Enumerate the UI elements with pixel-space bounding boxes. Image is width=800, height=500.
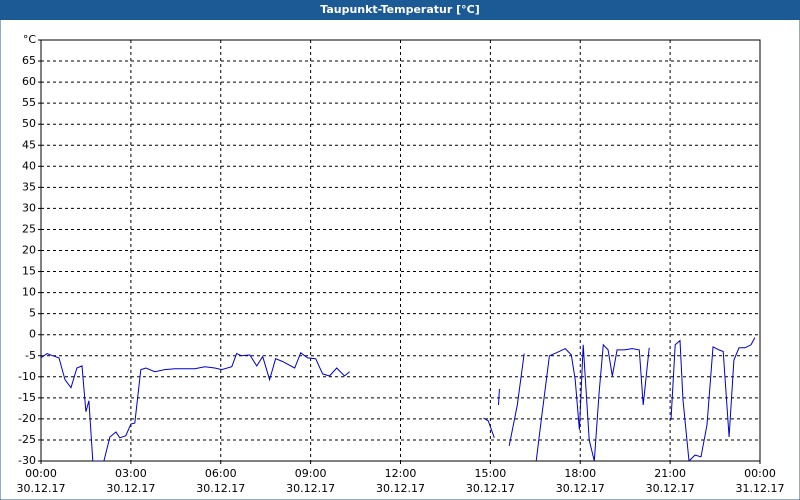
y-tick-label: -15 — [18, 391, 36, 404]
x-tick-label: 12:00 — [385, 467, 417, 480]
y-tick-label: 10 — [22, 286, 36, 299]
y-tick-label: 40 — [22, 159, 36, 172]
plot-area — [41, 337, 756, 461]
plot-frame — [40, 39, 761, 462]
y-tick-label: 50 — [22, 117, 36, 130]
y-tick-label: 45 — [22, 138, 36, 151]
y-tick-label: 0 — [29, 328, 36, 341]
y-tick-label: 65 — [22, 54, 36, 67]
x-tick-date: 30.12.17 — [376, 482, 425, 495]
data-line — [41, 337, 756, 461]
x-tick-label: 00:00 — [25, 467, 57, 480]
y-tick-label: -5 — [25, 349, 36, 362]
x-tick-label: 03:00 — [115, 467, 147, 480]
y-tick-label: 25 — [22, 222, 36, 235]
y-tick-label: 20 — [22, 244, 36, 257]
y-tick-label: -10 — [18, 370, 36, 383]
x-tick-date: 31.12.17 — [736, 482, 785, 495]
y-tick-label: 30 — [22, 201, 36, 214]
y-tick-label: 55 — [22, 96, 36, 109]
x-tick-label: 18:00 — [564, 467, 596, 480]
x-tick-date: 30.12.17 — [17, 482, 66, 495]
y-tick-label: 35 — [22, 180, 36, 193]
chart-title: Taupunkt-Temperatur [°C] — [320, 3, 480, 16]
y-tick-label: 15 — [22, 265, 36, 278]
y-tick-label: °C — [23, 33, 37, 46]
x-tick-label: 06:00 — [205, 467, 237, 480]
x-tick-label: 15:00 — [475, 467, 507, 480]
y-tick-label: -30 — [18, 454, 36, 467]
x-tick-label: 21:00 — [654, 467, 686, 480]
x-tick-label: 09:00 — [295, 467, 327, 480]
x-tick-date: 30.12.17 — [646, 482, 695, 495]
x-tick-date: 30.12.17 — [196, 482, 245, 495]
y-tick-label: 60 — [22, 75, 36, 88]
x-tick-label: 00:00 — [744, 467, 776, 480]
title-bar — [0, 0, 800, 20]
x-tick-date: 30.12.17 — [556, 482, 605, 495]
x-tick-date: 30.12.17 — [286, 482, 335, 495]
x-tick-date: 30.12.17 — [106, 482, 155, 495]
y-tick-label: -20 — [18, 412, 36, 425]
y-tick-label: 5 — [29, 307, 36, 320]
y-tick-label: -25 — [18, 433, 36, 446]
x-tick-date: 30.12.17 — [466, 482, 515, 495]
